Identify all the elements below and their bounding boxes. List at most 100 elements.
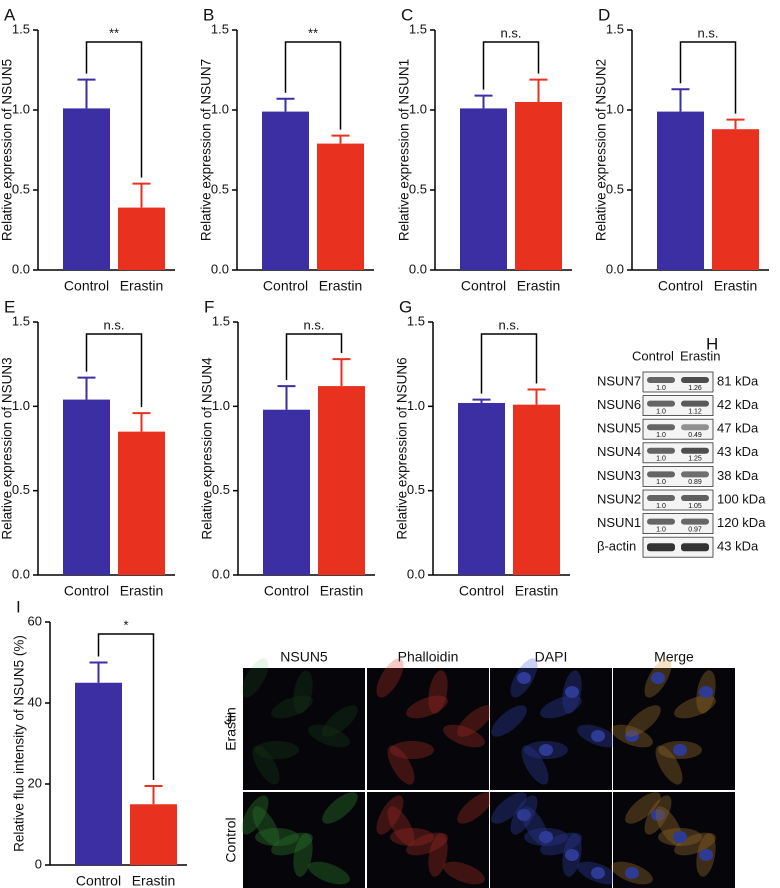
micrograph-texture [611, 658, 716, 785]
bar [317, 143, 364, 270]
significance-bracket [285, 333, 343, 381]
micrograph-texture [491, 658, 619, 785]
y-tick-label: 1.0 [409, 101, 427, 116]
y-axis-label: Relative expression of NSUN2 [594, 59, 609, 241]
cell [241, 658, 269, 698]
blot-column: Control [632, 348, 674, 363]
cell [293, 670, 313, 714]
y-tick-label: 0.5 [409, 181, 427, 196]
significance-label: n.s. [698, 25, 719, 40]
blot-band [681, 447, 709, 454]
y-tick-label: 0.5 [12, 482, 30, 497]
panel-label: I [16, 597, 21, 616]
significance-bracket [480, 333, 538, 394]
x-tick-label: Control [64, 583, 109, 599]
y-tick-label: 0.5 [212, 482, 230, 497]
panel-label: H [706, 334, 718, 353]
panel-label: E [4, 297, 15, 316]
micrograph [367, 668, 489, 790]
blot-band [681, 471, 709, 478]
x-tick-label: Erastin [319, 278, 363, 294]
blot-row-label: NSUN3 [597, 468, 641, 483]
cell [457, 792, 493, 824]
blot-value: 1.0 [656, 479, 666, 486]
panel-label: B [203, 5, 214, 24]
y-tick-label: 0.5 [407, 482, 425, 497]
blot-value: 0.49 [688, 432, 702, 439]
y-tick-label: 0.5 [606, 181, 624, 196]
blot-band [681, 518, 709, 525]
panel-label: J [224, 709, 233, 728]
blot-size: 100 kDa [717, 491, 766, 506]
bar [513, 404, 560, 575]
nucleus [699, 849, 713, 861]
cell [376, 658, 404, 698]
significance-bracket [97, 633, 155, 781]
x-tick-label: Erastin [515, 583, 559, 599]
cell [428, 833, 448, 877]
bar [263, 409, 310, 575]
bar [262, 111, 309, 270]
x-tick-label: Erastin [120, 583, 164, 599]
micrograph-texture [611, 792, 716, 885]
blot-size: 47 kDa [717, 421, 759, 436]
cell [443, 724, 485, 748]
nucleus [625, 730, 639, 742]
cell [387, 806, 415, 846]
cell [322, 705, 358, 737]
y-axis-label: Relative expression of NSUN6 [395, 357, 410, 539]
blot-value: 1.0 [656, 432, 666, 439]
bar [75, 682, 122, 865]
bar [118, 431, 165, 575]
significance-label: n.s. [499, 317, 520, 332]
x-tick-label: Control [461, 278, 506, 294]
y-tick-label: 1.5 [12, 21, 30, 36]
blot-band [647, 424, 675, 431]
y-tick-label: 0.5 [12, 181, 30, 196]
blot-value: 1.26 [688, 385, 702, 392]
bar [318, 386, 365, 575]
nucleus [539, 744, 553, 756]
y-axis-label: Relative fluo intensity of NSUN5 (%) [12, 635, 27, 852]
blot-value: 1.0 [656, 385, 666, 392]
cell [540, 832, 582, 856]
y-tick-label: 0.5 [211, 181, 229, 196]
y-tick-label: 1.5 [212, 313, 230, 328]
cell [271, 832, 313, 856]
x-tick-label: Erastin [120, 278, 164, 294]
blot-value: 1.05 [688, 503, 702, 510]
blot-value: 0.97 [688, 526, 702, 533]
x-tick-label: Control [459, 583, 504, 599]
y-axis-label: Relative expression of NSUN3 [0, 357, 15, 539]
bar [458, 402, 505, 575]
bar [63, 108, 110, 271]
significance-label: * [123, 617, 128, 632]
blot-size: 42 kDa [717, 397, 759, 412]
cell [491, 705, 527, 737]
panel-label: C [401, 5, 413, 24]
cell [674, 832, 716, 856]
blot-band [681, 543, 709, 552]
bar [657, 111, 704, 270]
y-tick-label: 1.5 [211, 21, 229, 36]
significance-label: n.s. [104, 317, 125, 332]
cell [406, 832, 448, 856]
image-column: DAPI [535, 649, 568, 665]
y-tick-label: 1.0 [211, 101, 229, 116]
y-tick-label: 1.0 [12, 398, 30, 413]
micrograph [490, 668, 612, 790]
y-tick-label: 1.5 [606, 21, 624, 36]
cell [625, 705, 661, 737]
micrograph [613, 668, 735, 790]
panel-label: G [399, 297, 412, 316]
blot-band [681, 400, 709, 407]
cell [255, 741, 299, 759]
y-tick-label: 1.5 [407, 313, 425, 328]
image-column: Phalloidin [398, 649, 459, 665]
significance-bracket [482, 41, 540, 90]
micrograph-texture [376, 658, 493, 785]
bar [712, 129, 759, 270]
cell [655, 745, 683, 785]
blot-row-label: NSUN5 [597, 421, 641, 436]
